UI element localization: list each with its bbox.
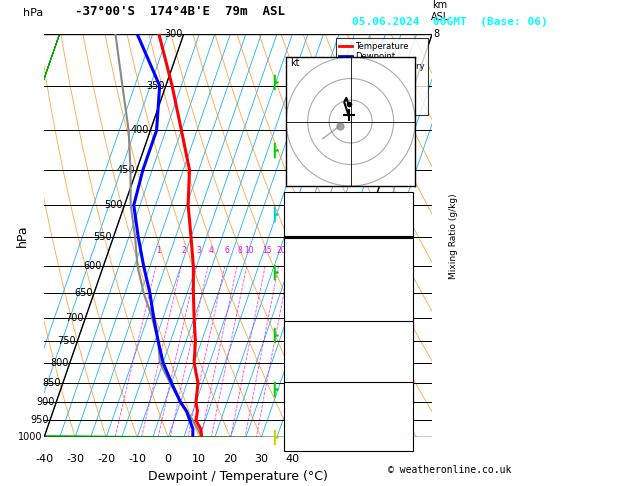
Text: 400: 400: [130, 125, 149, 136]
Text: hPa: hPa: [16, 225, 29, 247]
Text: 800: 800: [50, 358, 69, 367]
Text: CIN (J): CIN (J): [287, 391, 328, 400]
Text: Totals Totals: Totals Totals: [287, 209, 363, 219]
Text: 6: 6: [374, 200, 381, 210]
Text: θε(K): θε(K): [287, 281, 316, 291]
Text: 950: 950: [30, 415, 48, 425]
Text: StmSpd (kt): StmSpd (kt): [287, 438, 352, 448]
Text: ┣: ┣: [270, 206, 277, 222]
Text: Hodograph: Hodograph: [322, 384, 376, 394]
Text: -30: -30: [66, 453, 84, 464]
Text: Lifted Index: Lifted Index: [287, 295, 357, 304]
Text: 05.06.2024  00GMT  (Base: 06): 05.06.2024 00GMT (Base: 06): [352, 17, 548, 27]
Text: Dewpoint / Temperature (°C): Dewpoint / Temperature (°C): [148, 469, 328, 483]
Text: 26: 26: [399, 209, 411, 219]
Text: kt: kt: [291, 58, 300, 68]
Text: θε (K): θε (K): [287, 350, 322, 360]
Text: -37°00'S  174°4B'E  79m  ASL: -37°00'S 174°4B'E 79m ASL: [75, 5, 285, 18]
Text: -20: -20: [97, 453, 115, 464]
Text: 1: 1: [156, 246, 161, 255]
Text: 10: 10: [399, 438, 411, 448]
Text: ┣: ┣: [270, 381, 277, 397]
Text: -10: -10: [128, 453, 146, 464]
Text: 10: 10: [192, 453, 206, 464]
Text: 7: 7: [400, 125, 406, 136]
Text: 700: 700: [65, 313, 84, 323]
Text: 301: 301: [393, 281, 411, 291]
Text: km
ASL: km ASL: [431, 0, 449, 22]
Text: K: K: [287, 195, 292, 205]
Text: 6: 6: [225, 246, 230, 255]
Text: 15: 15: [263, 246, 272, 255]
Text: 302: 302: [393, 350, 411, 360]
Text: ┣: ┣: [270, 143, 277, 158]
Text: 750: 750: [57, 336, 76, 346]
Text: 850: 850: [43, 378, 62, 388]
Text: 7.9: 7.9: [393, 267, 411, 277]
Text: 107°: 107°: [387, 424, 411, 434]
Text: 4: 4: [208, 246, 213, 255]
Text: 900: 900: [36, 397, 55, 407]
Text: 10: 10: [245, 246, 254, 255]
Text: 350: 350: [146, 81, 164, 91]
Text: Pressure (mb): Pressure (mb): [287, 336, 363, 346]
Text: 0: 0: [405, 391, 411, 400]
Text: 750: 750: [393, 336, 411, 346]
Text: 13: 13: [399, 364, 411, 373]
Text: 1000: 1000: [18, 433, 43, 442]
Text: 2: 2: [181, 246, 186, 255]
Text: 22: 22: [399, 411, 411, 420]
Legend: Temperature, Dewpoint, Parcel Trajectory, Dry Adiabat, Wet Adiabat, Isotherm, Mi: Temperature, Dewpoint, Parcel Trajectory…: [336, 38, 428, 115]
Text: ┣: ┣: [270, 328, 277, 343]
Text: ┣: ┣: [270, 264, 277, 280]
Text: 1.07: 1.07: [387, 223, 411, 232]
Text: 8: 8: [434, 29, 440, 39]
Text: CIN (J): CIN (J): [287, 322, 328, 331]
Text: 20: 20: [276, 246, 286, 255]
Text: 10.8: 10.8: [387, 254, 411, 263]
Text: CAPE (J): CAPE (J): [287, 377, 334, 387]
Text: 500: 500: [104, 200, 123, 210]
Text: 0: 0: [405, 377, 411, 387]
Text: -11: -11: [393, 195, 411, 205]
Text: Lifted Index: Lifted Index: [287, 364, 357, 373]
Text: StmDir: StmDir: [287, 424, 322, 434]
Text: 450: 450: [116, 165, 135, 175]
Text: 1: 1: [306, 397, 313, 407]
Text: Dewp (°C): Dewp (°C): [287, 267, 340, 277]
Text: 0: 0: [165, 453, 172, 464]
Text: -40: -40: [35, 453, 53, 464]
Text: EH: EH: [287, 397, 299, 407]
Text: Temp (°C): Temp (°C): [287, 254, 340, 263]
Text: 40: 40: [286, 453, 299, 464]
Text: ┣: ┣: [270, 430, 277, 445]
Text: hPa: hPa: [23, 8, 43, 18]
Text: 650: 650: [74, 288, 92, 298]
Text: 30: 30: [254, 453, 269, 464]
Text: 8: 8: [237, 246, 242, 255]
Text: 600: 600: [84, 261, 102, 271]
Text: LCL: LCL: [299, 419, 316, 429]
Text: SREH: SREH: [287, 411, 310, 420]
Text: 550: 550: [93, 232, 112, 242]
Text: CAPE (J): CAPE (J): [287, 308, 334, 318]
Text: Most Unstable: Most Unstable: [311, 323, 387, 333]
Text: 20: 20: [223, 453, 237, 464]
Text: 2: 2: [320, 358, 326, 367]
Text: 0: 0: [405, 308, 411, 318]
Text: © weatheronline.co.uk: © weatheronline.co.uk: [388, 465, 511, 475]
Text: 25: 25: [287, 246, 296, 255]
Text: Surface: Surface: [328, 241, 369, 251]
Text: 5: 5: [353, 261, 360, 271]
Text: 3: 3: [197, 246, 202, 255]
Text: 3: 3: [335, 313, 342, 323]
Text: 300: 300: [164, 29, 182, 39]
Text: 14: 14: [399, 295, 411, 304]
Text: Mixing Ratio (g/kg): Mixing Ratio (g/kg): [449, 193, 458, 278]
Text: ┣: ┣: [270, 75, 277, 90]
Text: 12: 12: [399, 397, 411, 407]
Text: 0: 0: [405, 322, 411, 331]
Text: PW (cm): PW (cm): [287, 223, 328, 232]
